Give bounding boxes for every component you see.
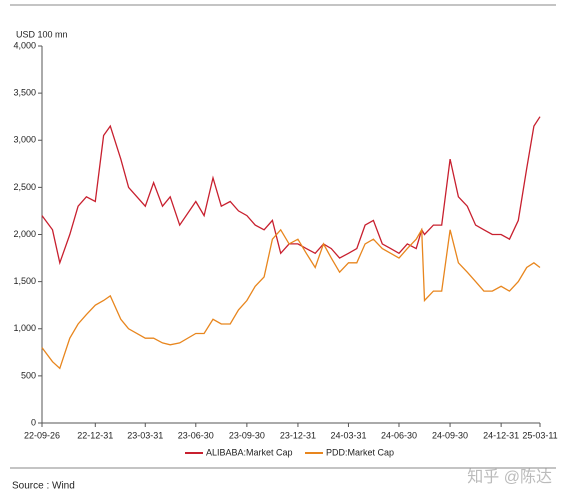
x-tick-label: 23-12-31 <box>280 430 316 440</box>
x-tick-label: 22-09-26 <box>24 430 60 440</box>
watermark: 知乎 @陈达 <box>467 468 552 486</box>
source: Source : Wind <box>12 481 75 492</box>
series-line <box>41 116 541 266</box>
x-tick-label: 24-12-31 <box>483 430 519 440</box>
y-tick-label: 0 <box>31 417 36 427</box>
y-tick-label: 2,500 <box>13 182 36 192</box>
y-unit-label: USD 100 mn <box>16 29 68 39</box>
legend-label: ALIBABA:Market Cap <box>206 447 293 457</box>
x-tick-label: 24-03-31 <box>330 430 366 440</box>
x-tick-label: 23-03-31 <box>127 430 163 440</box>
x-tick-label: 25-03-11 <box>522 430 557 440</box>
y-tick-label: 1,000 <box>13 323 36 333</box>
x-tick-label: 24-06-30 <box>381 430 417 440</box>
y-tick-label: 2,000 <box>13 229 36 239</box>
legend-label: PDD:Market Cap <box>326 447 394 457</box>
y-tick-label: 4,000 <box>13 40 36 50</box>
x-tick-label: 23-09-30 <box>229 430 265 440</box>
y-tick-label: 3,000 <box>13 135 36 145</box>
x-tick-label: 22-12-31 <box>77 430 113 440</box>
y-tick-label: 3,500 <box>13 88 36 98</box>
y-tick-label: 500 <box>21 370 36 380</box>
x-tick-label: 23-06-30 <box>178 430 214 440</box>
x-tick-label: 24-09-30 <box>432 430 468 440</box>
series-line <box>41 227 541 370</box>
y-tick-label: 1,500 <box>13 276 36 286</box>
